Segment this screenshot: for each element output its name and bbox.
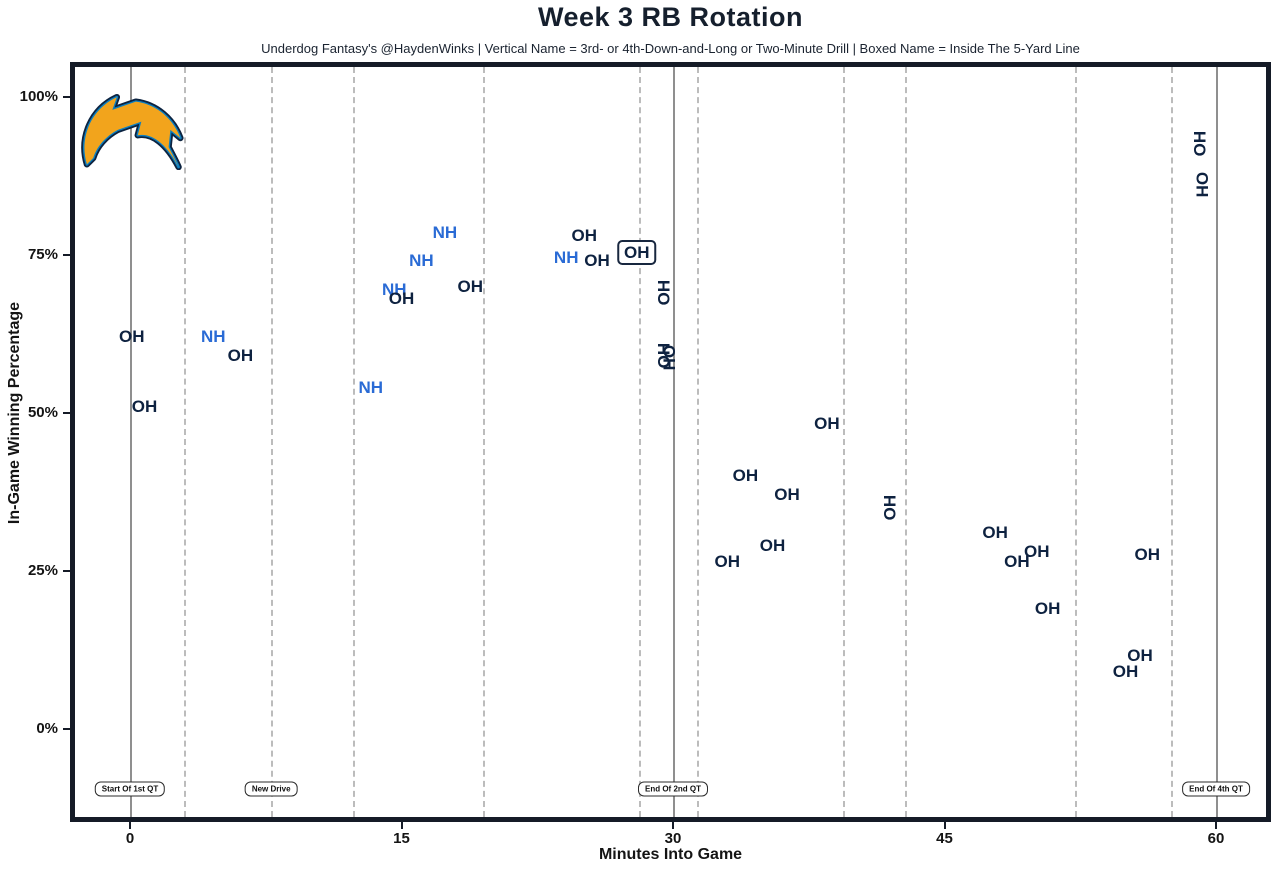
data-point-NH: NH — [409, 251, 434, 271]
data-point-OH: OH — [388, 289, 415, 309]
data-point-OH: OH — [1034, 599, 1061, 619]
data-point-OH: OH — [1190, 131, 1210, 157]
data-point-OH: OH — [880, 494, 900, 521]
y-tick-label: 75% — [27, 246, 58, 263]
new-drive-flag-label: New Drive — [244, 781, 298, 797]
data-point-NH: NH — [200, 327, 226, 347]
data-point-OH: OH — [759, 535, 786, 555]
data-point-OH: OH — [1134, 545, 1160, 565]
quarter-gridline — [130, 67, 132, 817]
new-drive-gridline — [1170, 67, 1173, 817]
y-tick-label: 25% — [27, 562, 58, 579]
data-point-OH: OH — [617, 240, 657, 266]
new-drive-gridline — [1074, 67, 1077, 817]
x-tick-mark — [672, 822, 674, 829]
y-tick-mark — [63, 728, 70, 730]
data-point-OH: OH — [814, 413, 840, 433]
data-point-OH: OH — [131, 396, 158, 416]
plot-inner: Start Of 1st QT End Of 2nd QT End Of 4th Q… — [75, 67, 1266, 817]
y-tick-label: 50% — [27, 404, 58, 421]
y-tick-label: 0% — [36, 720, 58, 737]
data-point-OH: OH — [1004, 551, 1030, 571]
new-drive-gridline — [904, 67, 907, 817]
data-point-OH: OH — [1192, 172, 1212, 198]
data-point-OH: OH — [1127, 646, 1153, 666]
data-point-OH: OH — [1024, 542, 1050, 562]
x-tick-mark — [1215, 822, 1217, 829]
chart-subtitle: Underdog Fantasy's @HaydenWinks | Vertic… — [261, 41, 1080, 56]
new-drive-gridline — [843, 67, 846, 817]
quarter-flag-label: Start Of 1st QT — [94, 781, 166, 797]
new-drive-gridline — [482, 67, 485, 817]
new-drive-gridline — [271, 67, 274, 817]
data-point-OH: OH — [584, 251, 610, 271]
data-point-NH: NH — [553, 248, 579, 268]
y-tick-mark — [63, 570, 70, 572]
chart-title: Week 3 RB Rotation — [537, 2, 804, 32]
new-drive-gridline — [184, 67, 187, 817]
y-tick-mark — [63, 254, 70, 256]
data-point-OH: OH — [659, 344, 679, 371]
data-point-OH: OH — [227, 346, 254, 366]
data-point-OH: OH — [571, 226, 598, 246]
data-point-OH: OH — [654, 279, 674, 306]
x-tick-label: 30 — [664, 830, 682, 847]
x-tick-label: 45 — [936, 830, 953, 847]
data-point-NH: NH — [432, 223, 458, 243]
x-tick-label: 15 — [393, 830, 410, 847]
data-point-OH: OH — [982, 523, 1008, 543]
data-point-NH: NH — [358, 377, 383, 397]
new-drive-gridline — [696, 67, 699, 817]
data-point-OH: OH — [119, 327, 145, 347]
x-axis-title: Minutes Into Game — [598, 846, 743, 863]
new-drive-gridline — [638, 67, 641, 817]
data-point-OH: OH — [457, 276, 484, 296]
quarter-gridline — [673, 67, 675, 817]
data-point-OH: OH — [732, 466, 759, 486]
chargers-bolt-icon — [81, 93, 184, 170]
data-point-OH: OH — [1112, 662, 1139, 682]
y-tick-mark — [63, 96, 70, 98]
new-drive-gridline — [352, 67, 355, 817]
x-tick-mark — [943, 822, 946, 829]
x-tick-label: 0 — [125, 830, 135, 847]
quarter-flag-label: End Of 4th QT — [1182, 781, 1250, 797]
quarter-gridline — [1216, 67, 1218, 817]
y-tick-label: 100% — [19, 88, 58, 105]
x-tick-mark — [400, 822, 403, 829]
x-tick-label: 60 — [1207, 830, 1225, 847]
x-tick-mark — [129, 822, 131, 829]
data-point-OH: OH — [714, 551, 741, 571]
plot-area: Start Of 1st QT End Of 2nd QT End Of 4th Q… — [70, 62, 1271, 822]
data-point-OH: OH — [774, 485, 800, 505]
data-point-NH: NH — [381, 279, 407, 299]
quarter-flag-label: End Of 2nd QT — [638, 781, 708, 797]
y-tick-mark — [63, 412, 70, 414]
